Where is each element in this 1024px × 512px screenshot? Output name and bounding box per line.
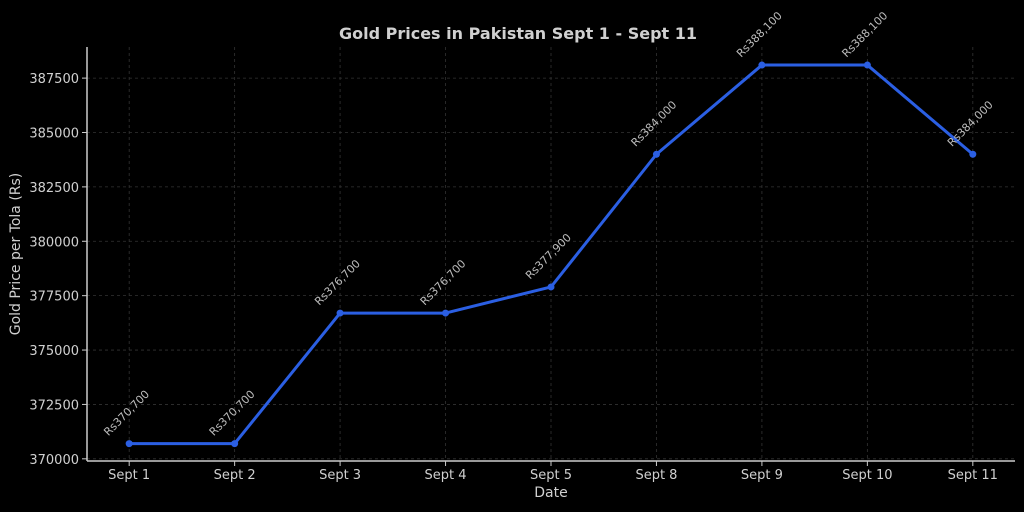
y-tick-label: 387500 bbox=[29, 72, 79, 87]
data-point bbox=[969, 150, 977, 158]
y-axis-label: Gold Price per Tola (Rs) bbox=[8, 173, 24, 336]
chart-title: Gold Prices in Pakistan Sept 1 - Sept 11 bbox=[339, 24, 697, 43]
data-point bbox=[231, 440, 239, 448]
x-tick-label: Sept 11 bbox=[948, 468, 998, 483]
x-tick-label: Sept 10 bbox=[842, 468, 892, 483]
data-label: Rs388,100 bbox=[734, 9, 785, 60]
data-label: Rs370,700 bbox=[207, 388, 258, 439]
y-tick-label: 372500 bbox=[29, 398, 79, 413]
data-label: Rs377,900 bbox=[523, 231, 574, 282]
data-label: Rs388,100 bbox=[839, 9, 890, 60]
y-tick-label: 377500 bbox=[29, 290, 79, 305]
x-tick-label: Sept 1 bbox=[108, 468, 150, 483]
data-label: Rs376,700 bbox=[418, 257, 469, 308]
data-point bbox=[863, 61, 871, 69]
x-tick-label: Sept 2 bbox=[214, 468, 256, 483]
y-tick-label: 380000 bbox=[29, 235, 79, 250]
ticks: 370000 372500 375000 377500 380000 382500 3850… bbox=[29, 72, 998, 483]
grid bbox=[87, 47, 1015, 461]
data-point bbox=[758, 61, 766, 69]
x-tick-label: Sept 8 bbox=[635, 468, 677, 483]
data-point bbox=[125, 440, 133, 448]
data-point bbox=[547, 283, 555, 291]
x-tick-label: Sept 3 bbox=[319, 468, 361, 483]
data-labels: Rs370,700 Rs370,700 Rs376,700 Rs376,700 Rs37… bbox=[101, 9, 995, 438]
y-tick-label: 385000 bbox=[29, 126, 79, 141]
y-tick-label: 370000 bbox=[29, 453, 79, 468]
data-point bbox=[336, 309, 344, 317]
x-tick-label: Sept 5 bbox=[530, 468, 572, 483]
data-label: Rs376,700 bbox=[312, 257, 363, 308]
x-tick-label: Sept 4 bbox=[425, 468, 467, 483]
series bbox=[125, 61, 977, 448]
y-tick-label: 375000 bbox=[29, 344, 79, 359]
x-tick-label: Sept 9 bbox=[741, 468, 783, 483]
data-label: Rs384,000 bbox=[945, 98, 996, 149]
data-label: Rs370,700 bbox=[101, 388, 152, 439]
data-point bbox=[442, 309, 450, 317]
x-axis-label: Date bbox=[534, 485, 567, 501]
data-point bbox=[652, 150, 660, 158]
y-tick-label: 382500 bbox=[29, 181, 79, 196]
